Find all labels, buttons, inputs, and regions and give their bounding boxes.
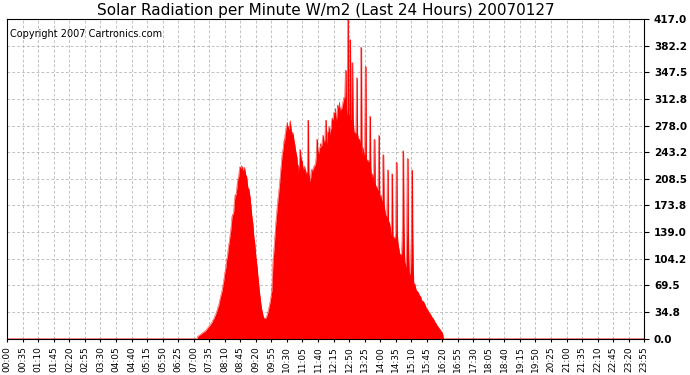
- Text: Copyright 2007 Cartronics.com: Copyright 2007 Cartronics.com: [10, 28, 163, 39]
- Title: Solar Radiation per Minute W/m2 (Last 24 Hours) 20070127: Solar Radiation per Minute W/m2 (Last 24…: [97, 3, 555, 18]
